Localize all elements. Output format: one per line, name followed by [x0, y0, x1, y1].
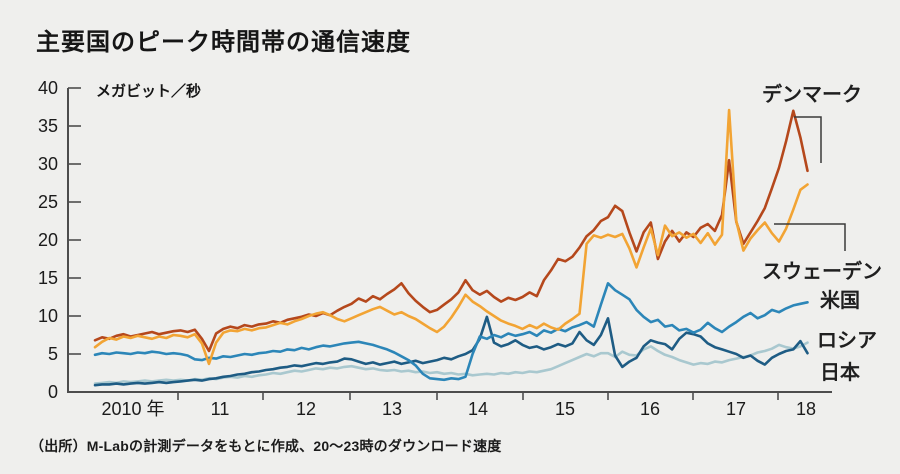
x-tick-label: 2010 年: [101, 399, 165, 419]
x-tick-label: 15: [554, 399, 576, 419]
y-tick-label: 15: [37, 268, 58, 288]
chart-series-lines: [93, 108, 809, 387]
x-tick-label: 14: [467, 399, 489, 419]
y-tick-label: 5: [47, 344, 58, 364]
denmark-label-connector: [794, 116, 822, 163]
chart-axes: [67, 87, 832, 400]
sweden-label-connector: [774, 223, 846, 251]
y-tick-label: 35: [37, 116, 58, 136]
y-tick-label: 40: [37, 78, 58, 98]
x-tick-label: 17: [725, 399, 747, 419]
series-label-japan: 日本: [820, 362, 860, 384]
series-line-sweden: [93, 108, 809, 366]
y-axis-unit-label: メガビット／秒: [96, 83, 202, 100]
y-tick-label: 30: [37, 154, 58, 174]
series-label-usa: 米国: [820, 290, 860, 312]
x-tick-label: 11: [210, 399, 230, 419]
series-line-usa: [93, 281, 809, 382]
page-title: 主要国のピーク時間帯の通信速度: [36, 29, 411, 56]
series-line-denmark: [93, 109, 809, 353]
y-tick-label: 20: [37, 230, 58, 250]
series-label-denmark: デンマーク: [762, 84, 862, 106]
y-tick-label: 0: [47, 382, 58, 402]
series-label-sweden: スウェーデン: [762, 261, 882, 283]
x-tick-label: 16: [639, 399, 661, 419]
series-line-russia: [93, 315, 809, 387]
source-note: （出所）M-Labの計測データをもとに作成、20〜23時のダウンロード速度: [30, 438, 502, 454]
y-tick-label: 10: [37, 306, 58, 326]
x-tick-label: 18: [795, 399, 817, 419]
x-tick-label: 13: [381, 399, 403, 419]
y-tick-label: 25: [37, 192, 58, 212]
series-label-russia: ロシア: [817, 330, 877, 352]
x-tick-label: 12: [295, 399, 317, 419]
